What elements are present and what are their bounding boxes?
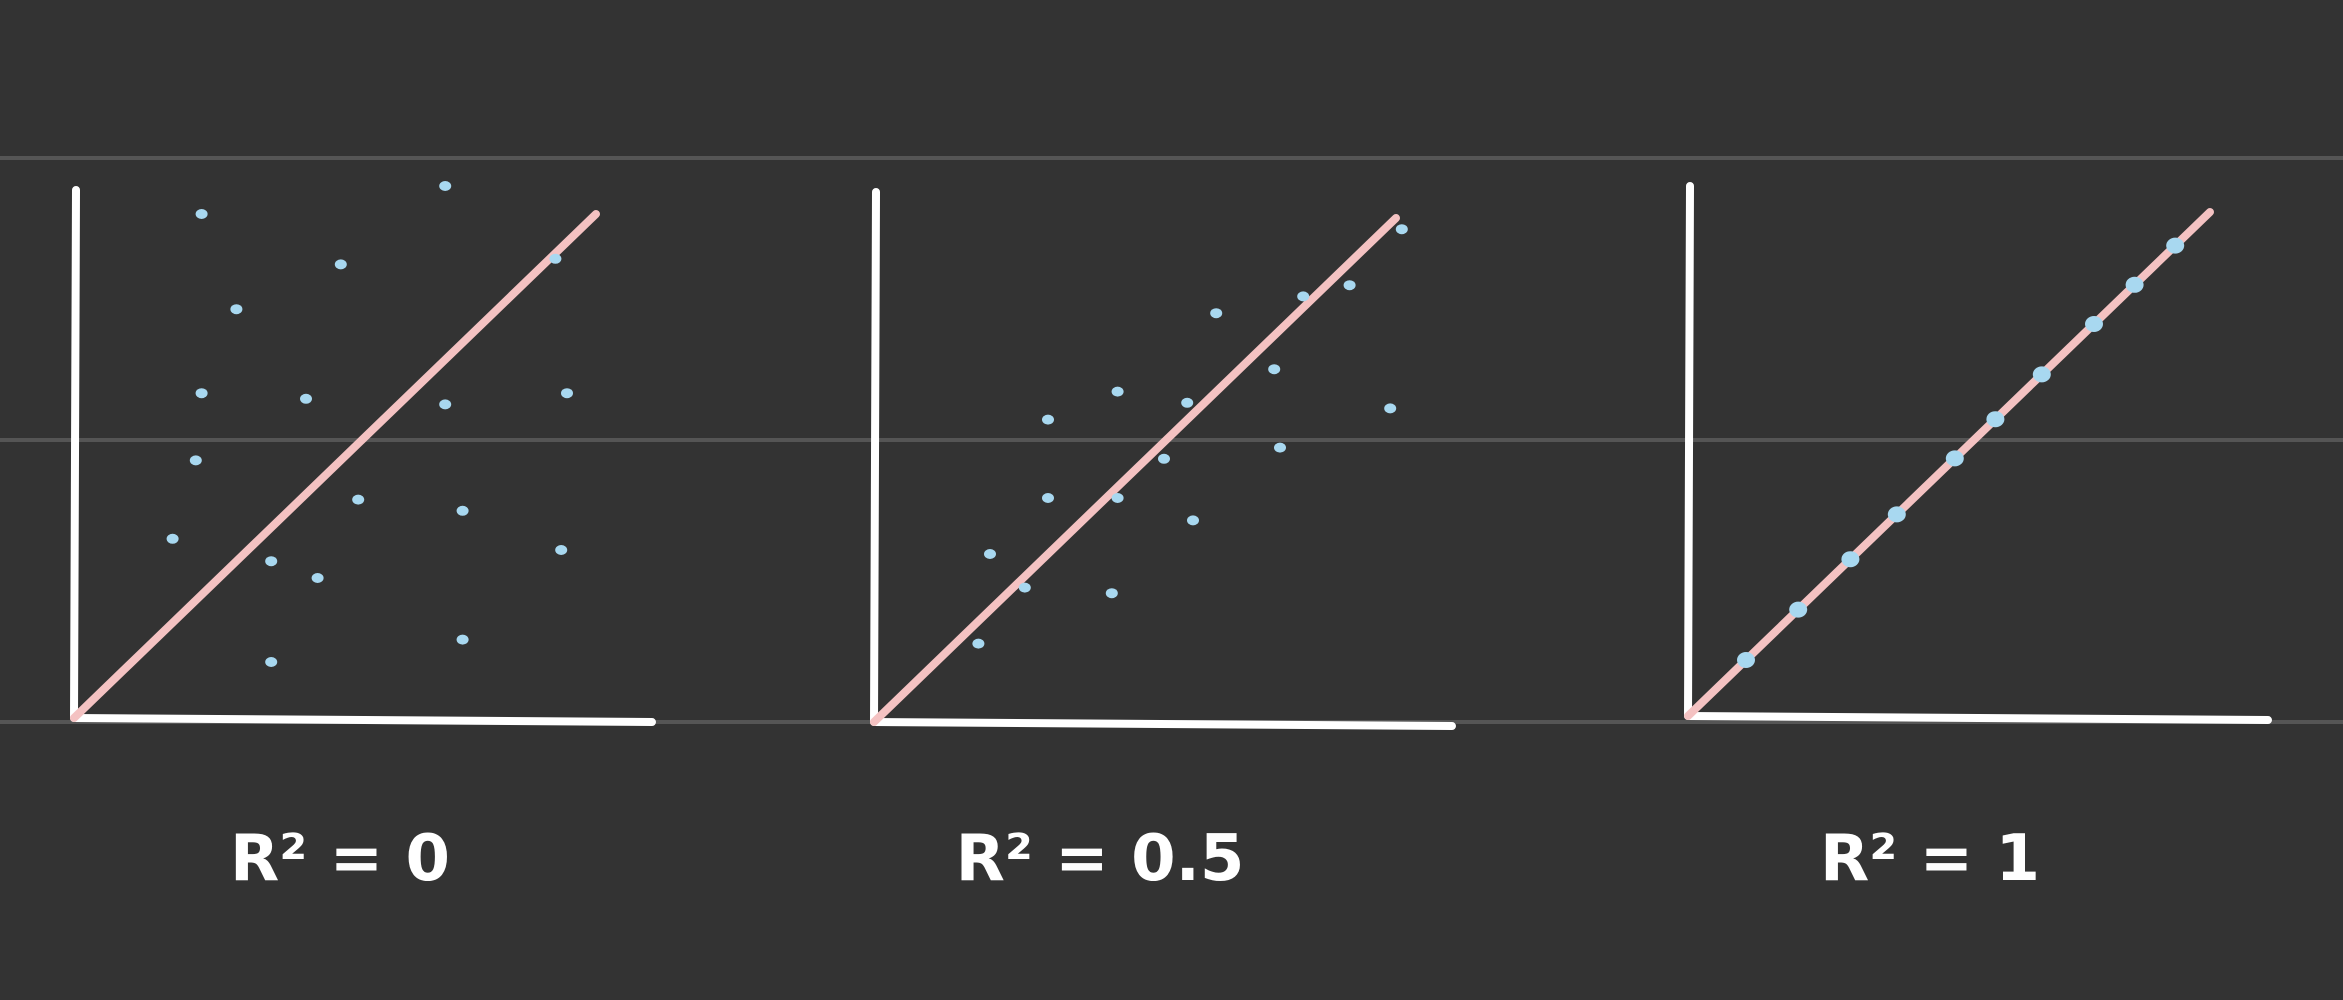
fit-line — [870, 214, 1400, 726]
data-point — [549, 253, 562, 264]
data-point — [2032, 366, 2051, 383]
data-point — [1268, 364, 1281, 375]
fit-line — [70, 210, 600, 722]
data-point — [1111, 386, 1124, 397]
data-point — [1384, 403, 1397, 414]
scatter-panels: R² = 0 R² = 0.5 R² = 1 — [70, 181, 2272, 896]
y-axis — [70, 186, 80, 722]
r-squared-caption: R² = 0 — [230, 822, 450, 896]
data-point — [1343, 280, 1356, 291]
data-point — [265, 556, 278, 567]
y-axis — [1684, 182, 1694, 720]
data-point — [1210, 308, 1223, 319]
data-point — [1737, 652, 1755, 668]
data-point — [439, 399, 452, 410]
data-point — [2085, 316, 2103, 332]
data-point — [166, 533, 179, 544]
data-point — [334, 259, 347, 270]
scatter-panel-2: R² = 0.5 — [870, 188, 1456, 896]
data-point — [1274, 442, 1286, 453]
data-point — [456, 505, 469, 516]
data-point — [189, 455, 202, 466]
data-point — [972, 638, 985, 649]
data-point — [1945, 450, 1964, 467]
data-point — [1181, 397, 1194, 408]
data-point — [1841, 551, 1860, 568]
data-point — [439, 181, 452, 191]
data-point — [456, 634, 469, 645]
data-point — [1789, 601, 1808, 618]
data-point — [195, 388, 208, 399]
data-point — [311, 573, 324, 583]
data-point — [230, 304, 243, 315]
data-point — [300, 393, 312, 404]
data-point — [1105, 588, 1118, 599]
data-point — [1187, 515, 1199, 526]
scatter-panel-1: R² = 0 — [70, 181, 656, 896]
data-point — [352, 494, 365, 505]
r-squared-caption: R² = 1 — [1820, 822, 2040, 896]
data-point — [1986, 411, 2005, 428]
scatter-panel-3: R² = 1 — [1684, 182, 2272, 896]
data-point — [1158, 453, 1170, 464]
data-point — [1887, 506, 1906, 523]
x-axis — [870, 718, 1456, 730]
data-point — [1042, 493, 1054, 503]
data-point — [555, 545, 568, 555]
data-point — [984, 549, 996, 559]
r-squared-caption: R² = 0.5 — [956, 822, 1245, 896]
y-axis — [870, 188, 880, 726]
x-axis — [70, 714, 656, 726]
data-point — [265, 657, 278, 667]
data-point — [1042, 414, 1054, 425]
data-point — [1018, 582, 1031, 593]
data-point — [1395, 224, 1408, 235]
data-point — [2166, 237, 2185, 254]
data-point — [195, 209, 208, 219]
data-point — [1111, 493, 1124, 503]
data-point — [2125, 276, 2144, 293]
x-axis — [1684, 712, 2272, 724]
data-point — [1297, 291, 1310, 302]
data-point — [561, 388, 573, 399]
